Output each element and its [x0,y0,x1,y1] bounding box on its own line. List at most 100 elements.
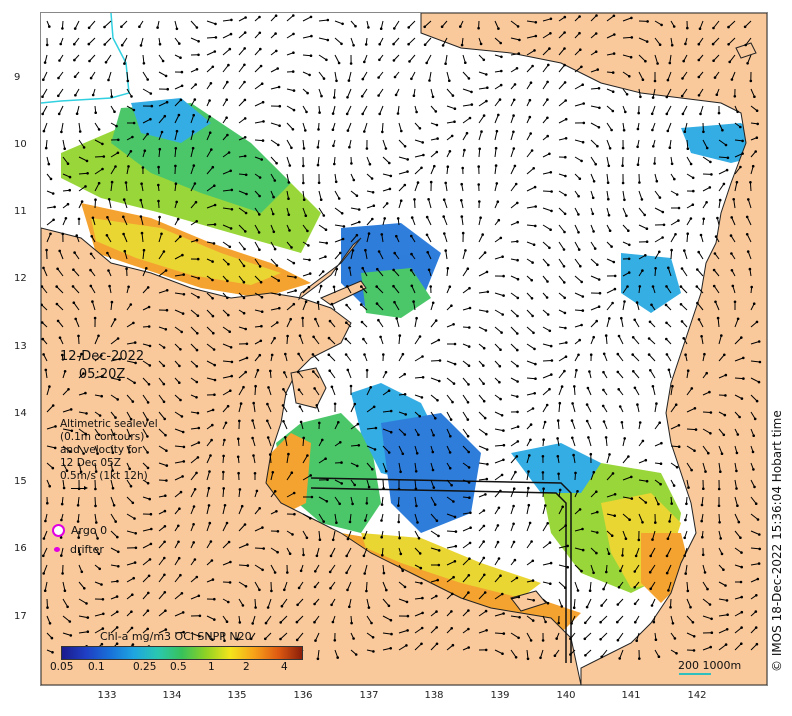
velocity-vector-head [198,614,202,618]
velocity-vector-head [672,25,676,28]
velocity-vector [558,258,565,267]
velocity-vector [110,182,113,192]
velocity-vector [366,233,370,243]
x-tick-label: 141 [621,690,641,701]
velocity-vector-head [612,14,616,18]
velocity-vector [558,82,566,90]
velocity-vector-head [165,289,169,292]
velocity-vector [430,627,438,634]
velocity-vector-head [61,572,64,575]
velocity-vector [318,19,328,22]
velocity-vector [734,462,737,471]
velocity-vector [334,224,344,227]
velocity-vector-head [326,18,330,22]
velocity-vector [510,20,519,27]
velocity-vector-head [448,451,452,454]
velocity-vector-head [213,618,216,621]
velocity-vector-head [164,494,167,498]
velocity-vector [542,241,550,249]
velocity-vector-head [146,609,150,612]
velocity-vector-head [123,249,127,253]
velocity-vector-head [730,216,733,219]
velocity-vector-head [563,81,567,84]
velocity-vector [478,115,485,124]
velocity-vector [606,15,615,22]
velocity-vector-head [60,130,63,134]
velocity-vector-head [531,261,534,264]
velocity-vector [700,105,704,115]
velocity-vector [462,71,470,79]
velocity-vector [318,190,322,200]
velocity-vector [445,54,448,64]
colorbar-label: 0.05 [50,661,74,673]
velocity-vector [652,530,656,540]
velocity-vector-head [691,176,695,180]
velocity-vector [398,139,406,147]
velocity-vector-head [444,249,448,252]
velocity-vector-head [378,112,382,116]
velocity-vector-head [88,59,91,63]
altimetry-line: 12 Dec 05Z [60,457,121,469]
velocity-vector-head [517,52,521,55]
velocity-vector [510,37,520,41]
velocity-vector-head [712,59,715,62]
velocity-vector-head [112,433,115,436]
velocity-vector [393,37,400,45]
velocity-vector-head [150,104,154,108]
velocity-vector [318,207,325,216]
velocity-vector [750,166,754,175]
velocity-vector-head [325,58,328,62]
velocity-vector-head [149,512,153,516]
velocity-vector-head [46,501,49,505]
velocity-vector [270,241,276,250]
velocity-vector-head [529,132,532,135]
velocity-vector-head [230,18,233,22]
velocity-vector [558,32,565,39]
velocity-vector-head [401,352,405,356]
velocity-vector-head [182,630,185,634]
velocity-vector [750,496,757,505]
velocity-vector [360,286,368,294]
velocity-vector [382,581,387,591]
velocity-vector-head [670,502,673,505]
velocity-vector-head [431,95,435,99]
velocity-vector-head [564,524,567,527]
velocity-vector-head [548,541,552,544]
velocity-vector-head [208,99,211,102]
velocity-vector-head [677,206,681,210]
velocity-vector [317,301,320,311]
velocity-vector [526,471,529,481]
velocity-vector-head [516,348,519,352]
velocity-vector-head [467,450,471,454]
velocity-vector-head [569,653,572,656]
velocity-vector-head [617,334,621,338]
velocity-vector-head [717,487,721,491]
velocity-vector [574,258,581,267]
velocity-vector [589,581,592,591]
velocity-vector-head [670,162,674,166]
velocity-vector [377,319,384,328]
velocity-vector [747,251,752,260]
velocity-vector-head [331,128,335,131]
velocity-vector-head [278,104,282,108]
velocity-vector [126,88,132,97]
velocity-vector-head [264,621,268,625]
velocity-vector-head [435,123,439,127]
velocity-vector-head [512,114,515,117]
velocity-vector [430,530,439,537]
velocity-vector [698,251,704,260]
velocity-vector-head [140,231,144,235]
velocity-vector [430,496,436,505]
velocity-vector-head [198,635,201,638]
velocity-vector-head [401,569,405,573]
velocity-vector [446,545,456,549]
velocity-vector-head [63,147,66,150]
velocity-vector-head [518,616,521,619]
velocity-vector-head [349,62,353,65]
velocity-vector-head [581,295,585,298]
velocity-vector [254,241,260,250]
velocity-vector-head [534,34,538,38]
velocity-vector-head [192,113,195,117]
altimetry-line: and velocity for [60,444,142,456]
velocity-vector [190,489,196,498]
